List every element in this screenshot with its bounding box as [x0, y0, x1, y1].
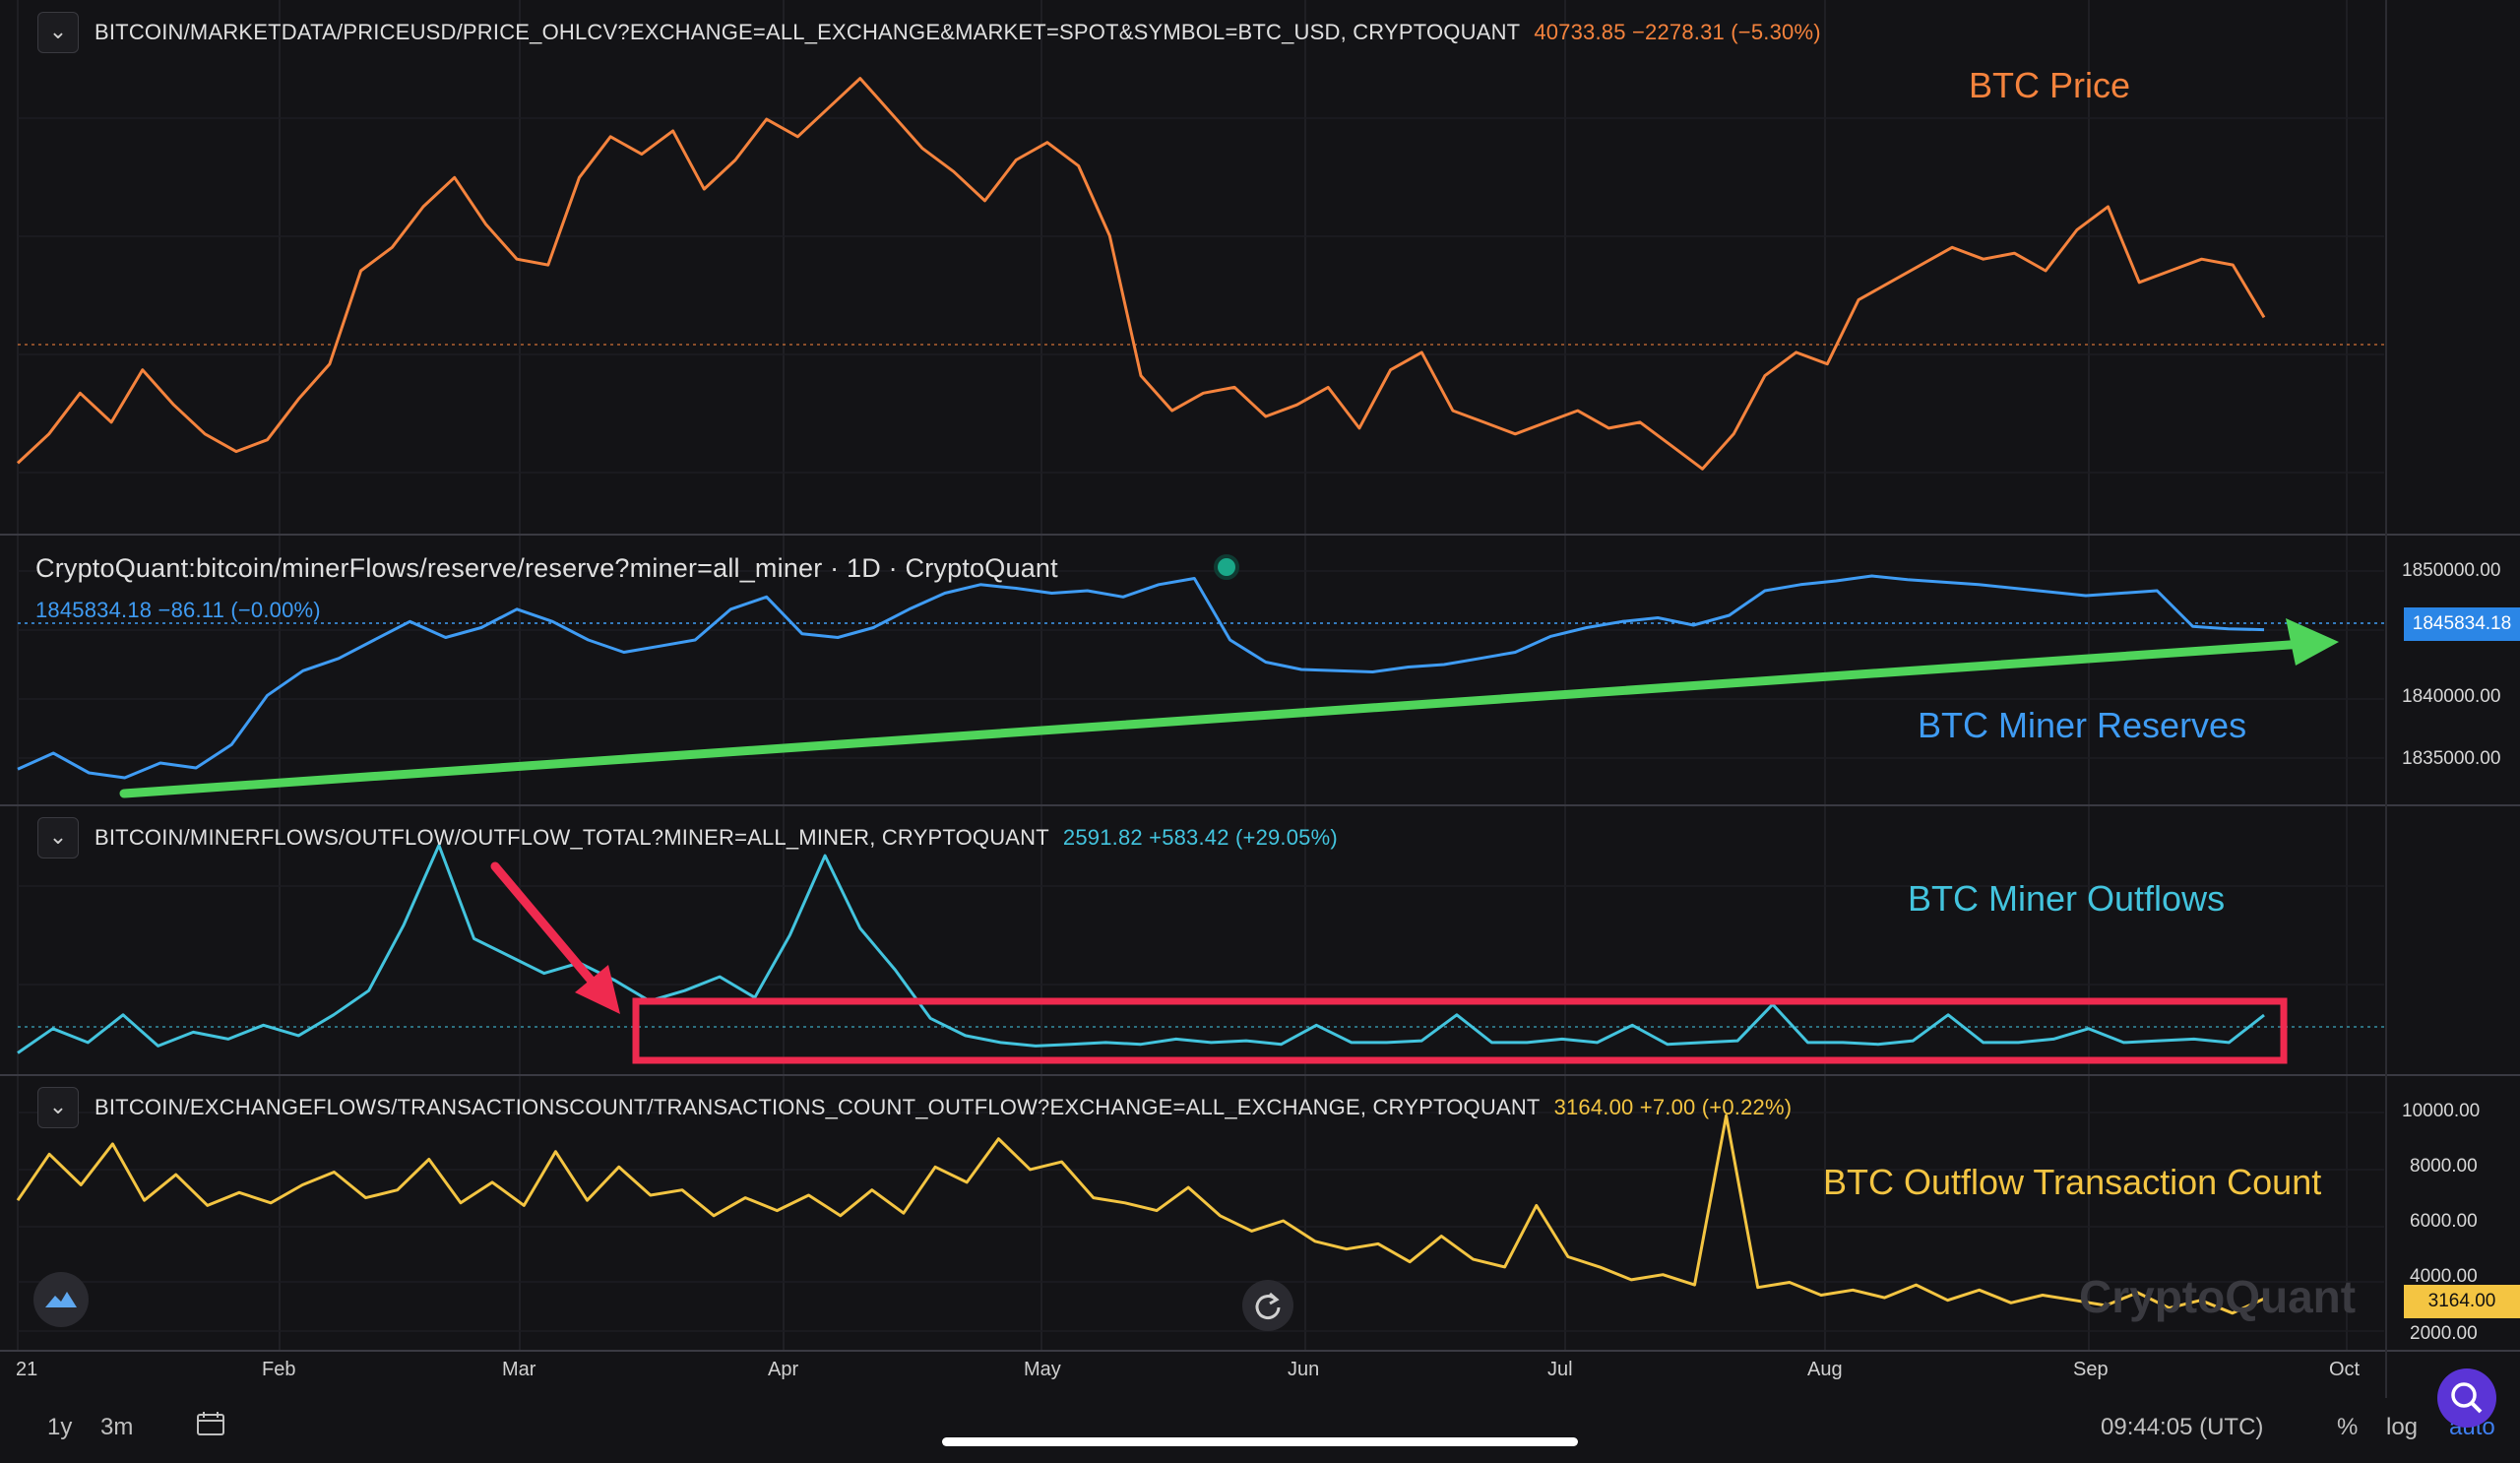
txcount-symbol: BITCOIN/EXCHANGEFLOWS/TRANSACTIONSCOUNT/…: [94, 1095, 1541, 1119]
collapse-txcount-pane-button[interactable]: ⌄: [37, 1087, 79, 1128]
reset-icon: [1255, 1292, 1281, 1320]
txcount-axis-tick: 10000.00: [2402, 1101, 2481, 1121]
search-button[interactable]: [2437, 1368, 2496, 1428]
txcount-axis-tick: 8000.00: [2410, 1156, 2478, 1177]
reserve-axis-tick: 1835000.00: [2402, 748, 2501, 769]
collapse-price-pane-button[interactable]: ⌄: [37, 12, 79, 53]
price-series-line: [16, 77, 2266, 471]
outflow-legend: BITCOIN/MINERFLOWS/OUTFLOW/OUTFLOW_TOTAL…: [94, 825, 1338, 851]
x-tick-label: Mar: [502, 1359, 536, 1380]
outflow-symbol: BITCOIN/MINERFLOWS/OUTFLOW/OUTFLOW_TOTAL…: [94, 825, 1049, 850]
x-tick-label: Jun: [1288, 1359, 1320, 1380]
txcount-axis-tick: 6000.00: [2410, 1211, 2478, 1232]
price-legend: BITCOIN/MARKETDATA/PRICEUSD/PRICE_OHLCV?…: [94, 20, 1821, 45]
reserve-symbol: CryptoQuant:bitcoin/minerFlows/reserve/r…: [35, 553, 1058, 583]
txcount-axis-tick: 4000.00: [2410, 1266, 2478, 1287]
price-values: 40733.85 −2278.31 (−5.30%): [1534, 20, 1821, 44]
search-icon: [2451, 1382, 2483, 1414]
x-tick-label: Feb: [262, 1359, 296, 1380]
range-1y-button[interactable]: 1y: [47, 1414, 73, 1440]
date-range-button[interactable]: [195, 1410, 228, 1446]
outflow-series-line: [17, 844, 2265, 1054]
logo-button[interactable]: [33, 1272, 89, 1327]
highlight-box: [632, 997, 2288, 1064]
calendar-range-icon: [197, 1412, 224, 1435]
percent-scale-toggle[interactable]: %: [2337, 1414, 2359, 1440]
collapse-outflow-pane-button[interactable]: ⌄: [37, 817, 79, 859]
x-tick-label: 21: [16, 1359, 38, 1380]
reserve-last-value-tag: 1845834.18: [2404, 607, 2520, 641]
reserve-legend: CryptoQuant:bitcoin/minerFlows/reserve/r…: [35, 553, 1058, 584]
cloud-logo-icon: [45, 1292, 77, 1307]
outflow-annotation: BTC Miner Outflows: [1908, 878, 2226, 919]
x-tick-label: Jul: [1547, 1359, 1573, 1380]
x-tick-label: May: [1024, 1359, 1061, 1380]
bottom-toolbar: [0, 1398, 2520, 1463]
trend-arrow-shaft: [119, 639, 2308, 798]
outflow-values: 2591.82 +583.42 (+29.05%): [1062, 825, 1338, 850]
txcount-values: 3164.00 +7.00 (+0.22%): [1553, 1095, 1793, 1119]
txcount-series-line: [16, 1113, 2265, 1315]
red-arrow-head: [575, 965, 620, 1014]
x-tick-label: Apr: [768, 1359, 799, 1380]
grid-lines: [17, 0, 2384, 1351]
watermark: CryptoQuant: [2079, 1271, 2357, 1322]
price-symbol: BITCOIN/MARKETDATA/PRICEUSD/PRICE_OHLCV?…: [94, 20, 1521, 44]
reserve-axis-tick: 1840000.00: [2402, 686, 2501, 707]
series-layer: [16, 77, 2266, 1315]
x-tick-label: Sep: [2073, 1359, 2109, 1380]
pane-separators: [0, 0, 2520, 1398]
txcount-legend: BITCOIN/EXCHANGEFLOWS/TRANSACTIONSCOUNT/…: [94, 1095, 1792, 1120]
red-arrow-shaft: [490, 861, 599, 989]
live-indicator-icon: [1214, 554, 1239, 580]
reset-chart-button[interactable]: [1242, 1280, 1293, 1331]
reserve-values: 1845834.18 −86.11 (−0.00%): [35, 598, 321, 622]
home-indicator: [942, 1437, 1578, 1446]
reserve-series-line: [17, 574, 2265, 780]
trend-arrow-head: [2286, 618, 2339, 666]
txcount-last-value-tag: 3164.00: [2404, 1285, 2520, 1318]
x-tick-label: Aug: [1807, 1359, 1843, 1380]
log-scale-toggle[interactable]: log: [2386, 1414, 2419, 1440]
range-3m-button[interactable]: 3m: [100, 1414, 134, 1440]
clock-time: 09:44:05 (UTC): [2101, 1414, 2264, 1440]
x-tick-label: Oct: [2329, 1359, 2361, 1380]
price-annotation: BTC Price: [1969, 65, 2131, 105]
reserve-annotation: BTC Miner Reserves: [1918, 705, 2247, 745]
reserve-axis-tick: 1850000.00: [2402, 560, 2501, 581]
txcount-annotation: BTC Outflow Transaction Count: [1823, 1162, 2322, 1202]
overlay-layer: [18, 344, 2384, 1064]
txcount-axis-tick: 2000.00: [2410, 1323, 2478, 1344]
